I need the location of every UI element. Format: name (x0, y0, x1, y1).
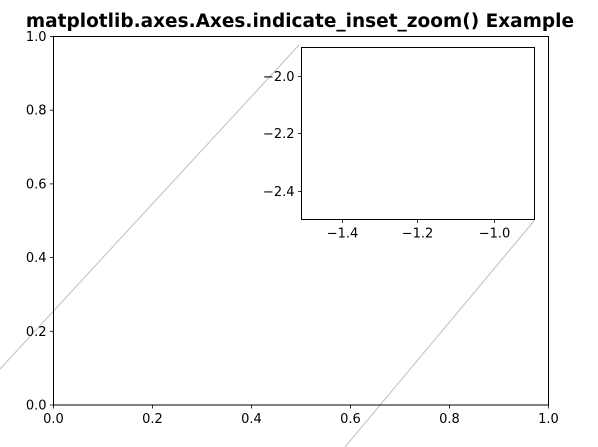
inset-x-tick-label: −1.2 (402, 227, 434, 242)
main-x-tick-label: 0.8 (439, 412, 460, 427)
inset-y-tick-label: −2.4 (263, 185, 295, 200)
inset-y-ticks: −2.4 −2.2 −2.0 (263, 70, 302, 200)
connector-line-lower (344, 220, 535, 447)
inset-axes: −1.4 −1.2 −1.0 −2.4 −2.2 −2.0 (263, 47, 535, 242)
main-x-tick-label: 0.4 (241, 412, 262, 427)
inset-axes-frame (301, 47, 535, 220)
main-axes: 0.0 0.2 0.4 0.6 0.8 1.0 0.0 0.2 0.4 0.6 0.8 1.0 (26, 30, 559, 427)
main-y-tick-label: 0.2 (26, 325, 47, 340)
inset-x-tick-label: −1.0 (479, 227, 511, 242)
main-y-tick-label: 0.8 (26, 104, 47, 119)
inset-x-ticks: −1.4 −1.2 −1.0 (327, 219, 511, 242)
inset-connector-lines (0, 44, 535, 447)
inset-y-tick-label: −2.0 (263, 70, 295, 85)
main-x-tick-label: 0.6 (340, 412, 361, 427)
main-y-tick-label: 1.0 (26, 30, 47, 45)
connector-line-upper (0, 44, 300, 370)
main-axes-frame (53, 36, 549, 406)
chart-title: matplotlib.axes.Axes.indicate_inset_zoom… (26, 11, 574, 32)
main-x-tick-label: 0.2 (142, 412, 163, 427)
main-y-tick-label: 0.6 (26, 177, 47, 192)
main-y-ticks: 0.0 0.2 0.4 0.6 0.8 1.0 (26, 30, 54, 414)
inset-x-tick-label: −1.4 (327, 227, 359, 242)
main-y-tick-label: 0.0 (26, 399, 47, 414)
main-x-ticks: 0.0 0.2 0.4 0.6 0.8 1.0 (43, 405, 559, 427)
inset-y-tick-label: −2.2 (263, 127, 295, 142)
main-x-tick-label: 1.0 (538, 412, 559, 427)
main-x-tick-label: 0.0 (43, 412, 64, 427)
main-y-tick-label: 0.4 (26, 251, 47, 266)
